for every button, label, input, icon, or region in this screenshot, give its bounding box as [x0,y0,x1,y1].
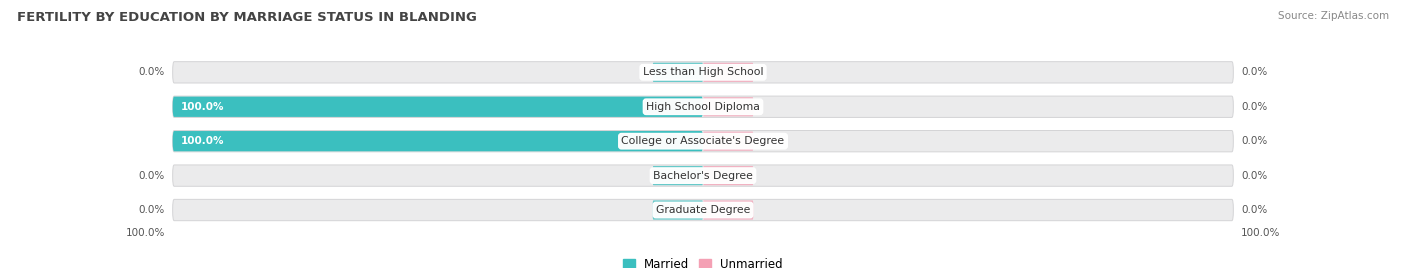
Text: 100.0%: 100.0% [125,228,165,239]
FancyBboxPatch shape [173,131,703,151]
FancyBboxPatch shape [173,62,1233,83]
Text: 0.0%: 0.0% [1241,67,1268,77]
Text: 100.0%: 100.0% [180,102,224,112]
FancyBboxPatch shape [703,132,754,151]
Text: FERTILITY BY EDUCATION BY MARRIAGE STATUS IN BLANDING: FERTILITY BY EDUCATION BY MARRIAGE STATU… [17,11,477,24]
Text: 0.0%: 0.0% [1241,205,1268,215]
Text: Source: ZipAtlas.com: Source: ZipAtlas.com [1278,11,1389,21]
Text: Graduate Degree: Graduate Degree [655,205,751,215]
Legend: Married, Unmarried: Married, Unmarried [623,258,783,268]
FancyBboxPatch shape [703,97,754,116]
FancyBboxPatch shape [173,96,703,117]
Text: 0.0%: 0.0% [138,205,165,215]
Text: 0.0%: 0.0% [1241,102,1268,112]
FancyBboxPatch shape [173,165,1233,186]
FancyBboxPatch shape [703,166,754,185]
Text: College or Associate's Degree: College or Associate's Degree [621,136,785,146]
FancyBboxPatch shape [173,131,1233,152]
Text: High School Diploma: High School Diploma [647,102,759,112]
Text: 0.0%: 0.0% [138,171,165,181]
Text: 100.0%: 100.0% [180,136,224,146]
Text: 100.0%: 100.0% [1241,228,1281,239]
FancyBboxPatch shape [173,96,1233,117]
Text: Bachelor's Degree: Bachelor's Degree [652,171,754,181]
FancyBboxPatch shape [652,200,703,220]
FancyBboxPatch shape [703,200,754,220]
FancyBboxPatch shape [703,63,754,82]
FancyBboxPatch shape [652,63,703,82]
Text: Less than High School: Less than High School [643,67,763,77]
Text: 0.0%: 0.0% [1241,171,1268,181]
Text: 0.0%: 0.0% [1241,136,1268,146]
FancyBboxPatch shape [173,199,1233,221]
FancyBboxPatch shape [652,166,703,185]
Text: 0.0%: 0.0% [138,67,165,77]
